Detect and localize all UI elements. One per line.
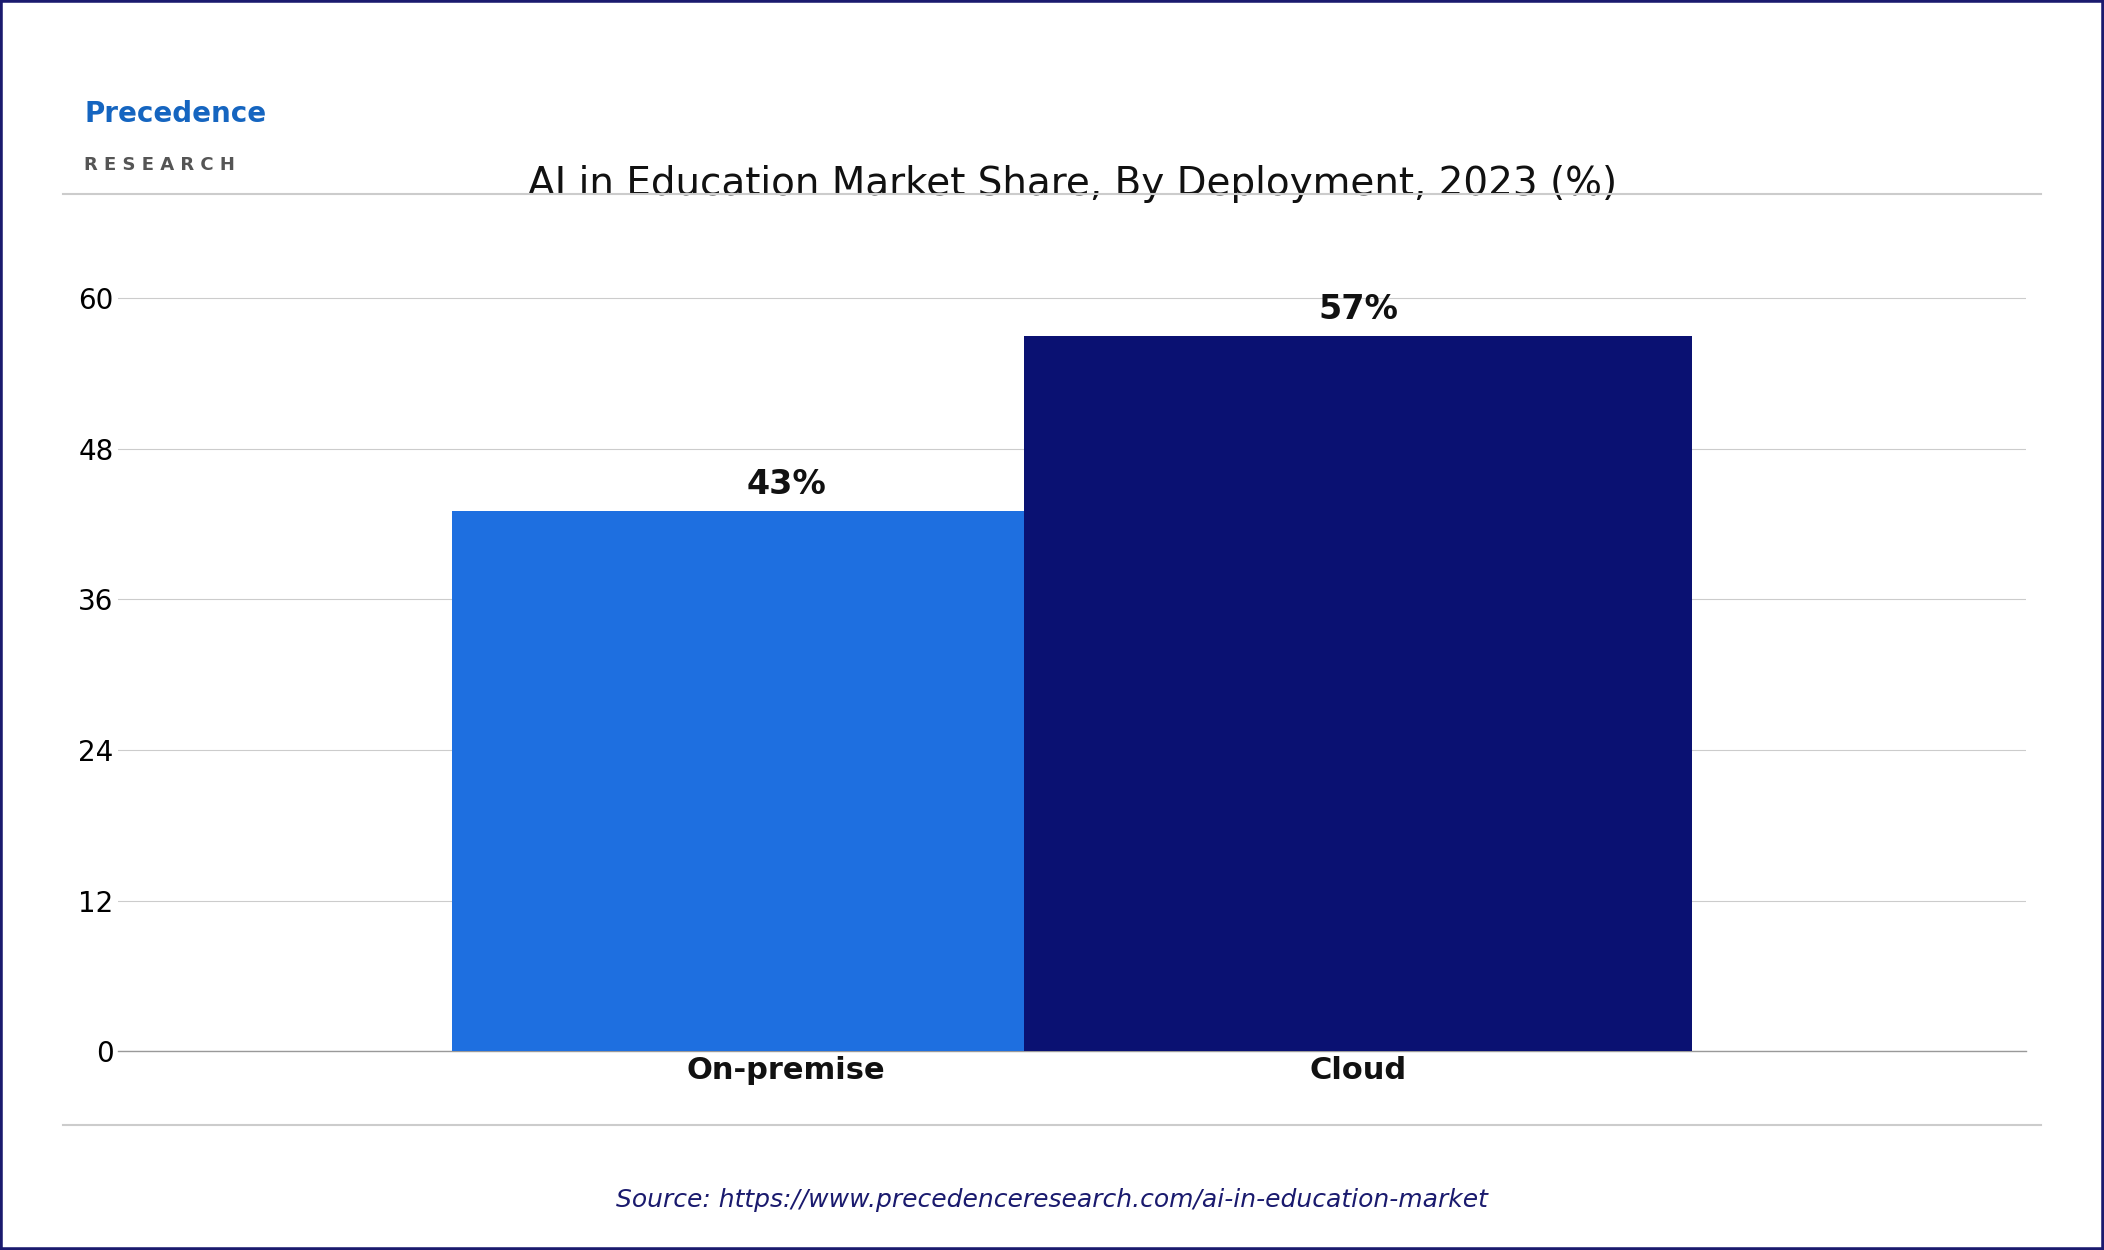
Bar (1025, 336, 1692, 1051)
Text: 57%: 57% (1319, 292, 1399, 326)
Bar (452, 511, 1119, 1051)
Text: Precedence: Precedence (84, 100, 267, 127)
Text: Source: https://www.precedenceresearch.com/ai-in-education-market: Source: https://www.precedenceresearch.c… (616, 1188, 1488, 1212)
Text: 43%: 43% (747, 469, 827, 501)
Text: R E S E A R C H: R E S E A R C H (84, 156, 236, 174)
Title: AI in Education Market Share, By Deployment, 2023 (%): AI in Education Market Share, By Deploym… (528, 165, 1616, 202)
